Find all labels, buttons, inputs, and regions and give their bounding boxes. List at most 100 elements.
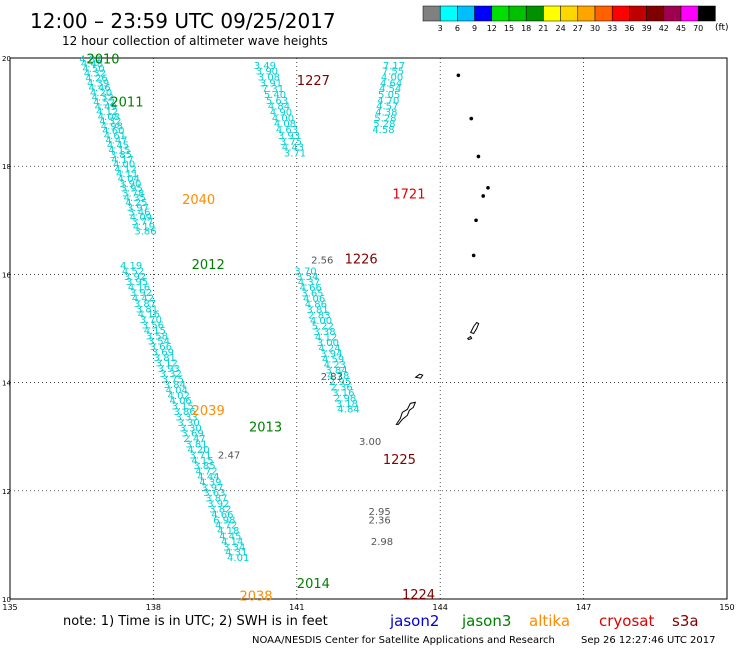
data-point-label: 4.52: [93, 97, 115, 108]
data-point-label: 4.09: [130, 212, 152, 223]
data-point-label: 4.35: [124, 193, 146, 204]
data-point-label: 5.63: [266, 96, 288, 107]
data-tracks: 4.824.484.504.324.264.394.464.204.324.52…: [79, 54, 405, 564]
data-point-label: 4.78: [327, 371, 349, 382]
data-point-label: 4.31: [225, 548, 247, 559]
data-point-label: 3.49: [254, 61, 276, 72]
data-point-label: 3.95: [126, 277, 148, 288]
chart-subtitle: 12 hour collection of altimeter wave hei…: [62, 34, 328, 48]
island-marker: [486, 186, 490, 190]
data-point-label: 3.87: [205, 494, 227, 505]
data-point-label: 4.66: [211, 510, 233, 521]
pass-label: 2010: [86, 52, 119, 67]
data-point-label: 4.37: [298, 277, 320, 288]
colorbar-swatch: [439, 5, 458, 22]
colorbar-swatch: [594, 5, 613, 22]
data-point-label: 4.64: [380, 78, 402, 89]
colorbar-label: 6: [455, 24, 460, 33]
colorbar-unit: (ft): [715, 23, 729, 33]
pass-label: 1721: [392, 188, 425, 203]
data-point-label: 3.90: [256, 67, 278, 78]
colorbar-label: 42: [659, 24, 669, 33]
pass-label: 2011: [110, 96, 143, 111]
pass-label: 1224: [402, 588, 435, 603]
colorbar-swatch: [663, 5, 682, 22]
data-point-label: 4.24: [319, 344, 341, 355]
data-point-label: 3.91: [260, 78, 282, 89]
data-point-label: 3.66: [150, 342, 172, 353]
data-point-label: 3.81: [185, 440, 207, 451]
data-point-label: 3.56: [142, 321, 164, 332]
colorbar-label: 39: [642, 24, 652, 33]
colorbar-swatch: [543, 5, 561, 22]
colorbar-label: 9: [472, 24, 477, 33]
data-point-label: 3.93: [158, 364, 180, 375]
low-value-label: 3.00: [359, 437, 381, 448]
data-point-label: 4.04: [166, 385, 188, 396]
data-point-label: 3.58: [146, 331, 168, 342]
island-marker: [481, 194, 486, 198]
data-point-label: 4.50: [82, 64, 104, 75]
legend-jason3: jason3: [461, 612, 511, 630]
pass-label: 2014: [297, 577, 330, 592]
colorbar-swatch: [611, 5, 630, 22]
data-point-label: 3.93: [278, 131, 300, 142]
data-point-label: 4.32: [99, 117, 121, 128]
data-point-label: 4.38: [375, 108, 397, 119]
data-point-label: 4.00: [272, 113, 294, 124]
data-point-label: 4.15: [191, 456, 213, 467]
legend: jason2 jason3 altika cryosat s3a: [389, 612, 699, 630]
data-point-label: 3.94: [320, 349, 342, 360]
data-point-label: 4.12: [315, 333, 337, 344]
y-tick-label: 10: [2, 596, 11, 604]
plot-frame: [9, 57, 728, 600]
data-point-label: 4.04: [118, 174, 140, 185]
colorbar-label: 18: [521, 24, 531, 33]
data-point-label: 4.61: [104, 131, 126, 142]
data-point-label: 4.32: [84, 69, 106, 80]
island-marker: [474, 218, 478, 223]
data-point-label: 3.85: [193, 461, 215, 472]
data-point-label: 4.90: [270, 108, 292, 119]
saipan-outline: [469, 321, 480, 335]
footer-credit: NOAA/NESDIS Center for Satellite Applica…: [252, 635, 555, 646]
footer-timestamp: Sep 26 12:27:46 UTC 2017: [581, 635, 715, 646]
data-point-label: 4.06: [303, 294, 325, 305]
data-point-label: 4.43: [282, 143, 304, 154]
colorbar-label: 36: [624, 24, 634, 33]
data-point-label: 3.82: [209, 504, 231, 515]
x-tick-label: 150: [719, 603, 734, 612]
data-point-label: 7.31: [262, 84, 284, 95]
pass-label: 2040: [182, 193, 215, 208]
data-point-label: 4.57: [376, 102, 398, 113]
island-marker: [476, 154, 481, 159]
data-point-label: 4.52: [122, 266, 144, 277]
x-tick-label: 138: [146, 603, 161, 612]
colorbar-label: 27: [573, 24, 583, 33]
data-point-label: 3.86: [173, 407, 195, 418]
data-point-label: 5.05: [378, 90, 400, 101]
y-tick-label: 14: [2, 380, 11, 388]
colorbar-swatch: [491, 5, 510, 22]
data-point-label: 4.86: [305, 300, 327, 311]
data-point-label: 6.98: [213, 515, 235, 526]
colorbar-label: 70: [693, 24, 703, 33]
pass-label: 2038: [239, 590, 272, 605]
data-point-label: 3.30: [177, 418, 199, 429]
data-point-label: 4.11: [116, 169, 138, 180]
data-point-label: 3.75: [162, 375, 184, 386]
data-point-label: 3.85: [110, 150, 132, 161]
data-point-label: 4.18: [217, 526, 239, 537]
data-point-label: 3.86: [134, 227, 156, 238]
data-point-label: 4.00: [310, 316, 332, 327]
pass-label: 2013: [249, 420, 282, 435]
data-point-label: 4.02: [168, 391, 190, 402]
data-point-label: 3.33: [175, 412, 197, 423]
data-point-label: 4.26: [85, 73, 107, 84]
data-point-label: 3.78: [122, 188, 144, 199]
data-point-label: 4.84: [337, 404, 359, 415]
low-value-label: 2.56: [311, 256, 333, 267]
data-point-label: 3.95: [121, 184, 143, 195]
data-point-label: 4.00: [381, 73, 403, 84]
